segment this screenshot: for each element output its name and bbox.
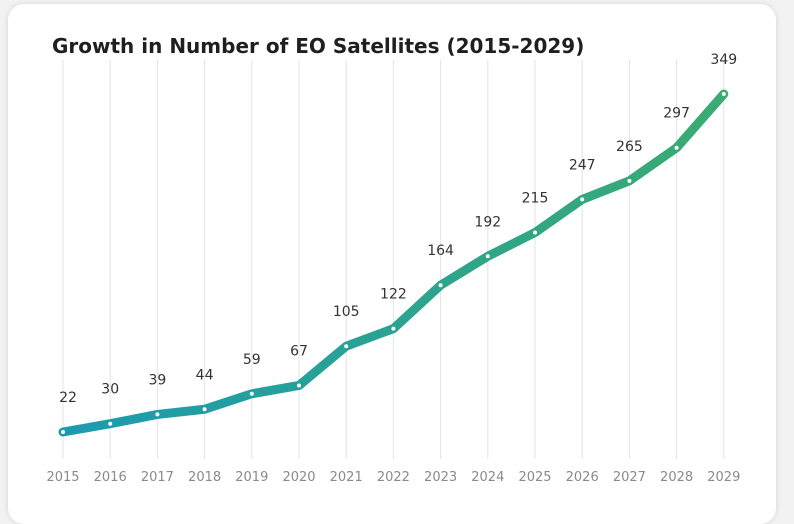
data-label-2024: 192 [474,214,501,230]
x-tick-2025: 2025 [518,470,551,485]
x-tick-2028: 2028 [660,470,693,485]
data-label-2020: 67 [290,343,308,359]
data-label-2027: 265 [616,139,643,155]
chart-title: Growth in Number of EO Satellites (2015-… [52,34,585,58]
data-point-2028 [674,145,679,150]
data-point-2017 [155,412,160,417]
x-tick-2021: 2021 [330,470,363,485]
x-tick-2022: 2022 [377,470,410,485]
data-point-2015 [61,430,65,434]
data-point-2020 [297,383,301,388]
data-point-2023 [438,283,443,288]
gridlines [62,60,725,459]
x-tick-2019: 2019 [235,470,268,485]
data-point-2016 [108,421,113,426]
x-axis-tick-labels: 2015 2016 2017 2018 2019 2020 2021 2022 2023 2024… [46,470,740,485]
data-label-2017: 39 [148,372,166,388]
x-tick-2027: 2027 [613,470,646,485]
data-point-2018 [202,407,207,412]
data-point-2029 [721,92,726,96]
x-tick-2015: 2015 [46,470,79,485]
data-label-2021: 105 [333,304,360,320]
x-tick-2029: 2029 [707,470,740,485]
data-point-2019 [249,391,254,396]
x-tick-2023: 2023 [424,470,457,485]
data-point-2025 [533,230,537,235]
data-label-2022: 122 [380,287,407,303]
x-tick-2017: 2017 [141,470,174,485]
x-tick-2016: 2016 [94,470,127,485]
data-label-2025: 215 [522,191,549,207]
data-points [61,92,726,434]
data-label-2018: 44 [196,367,214,383]
chart-card [8,4,776,524]
data-label-2016: 30 [101,382,119,398]
x-tick-2024: 2024 [471,470,504,485]
data-point-2024 [485,254,490,259]
data-labels: 22 30 39 44 59 67 105 122 164 192 215 247 265 297 349 [59,52,737,406]
data-point-2026 [580,197,585,202]
x-tick-2026: 2026 [566,470,599,485]
data-label-2023: 164 [427,243,454,259]
x-tick-2018: 2018 [188,470,221,485]
x-tick-2020: 2020 [282,470,315,485]
data-label-2015: 22 [59,390,77,406]
data-label-2019: 59 [243,352,261,368]
data-label-2029: 349 [710,52,737,68]
data-label-2026: 247 [569,157,596,173]
data-point-2027 [627,178,632,183]
data-label-2028: 297 [663,106,690,122]
data-point-2022 [391,326,396,331]
data-point-2021 [344,344,349,349]
